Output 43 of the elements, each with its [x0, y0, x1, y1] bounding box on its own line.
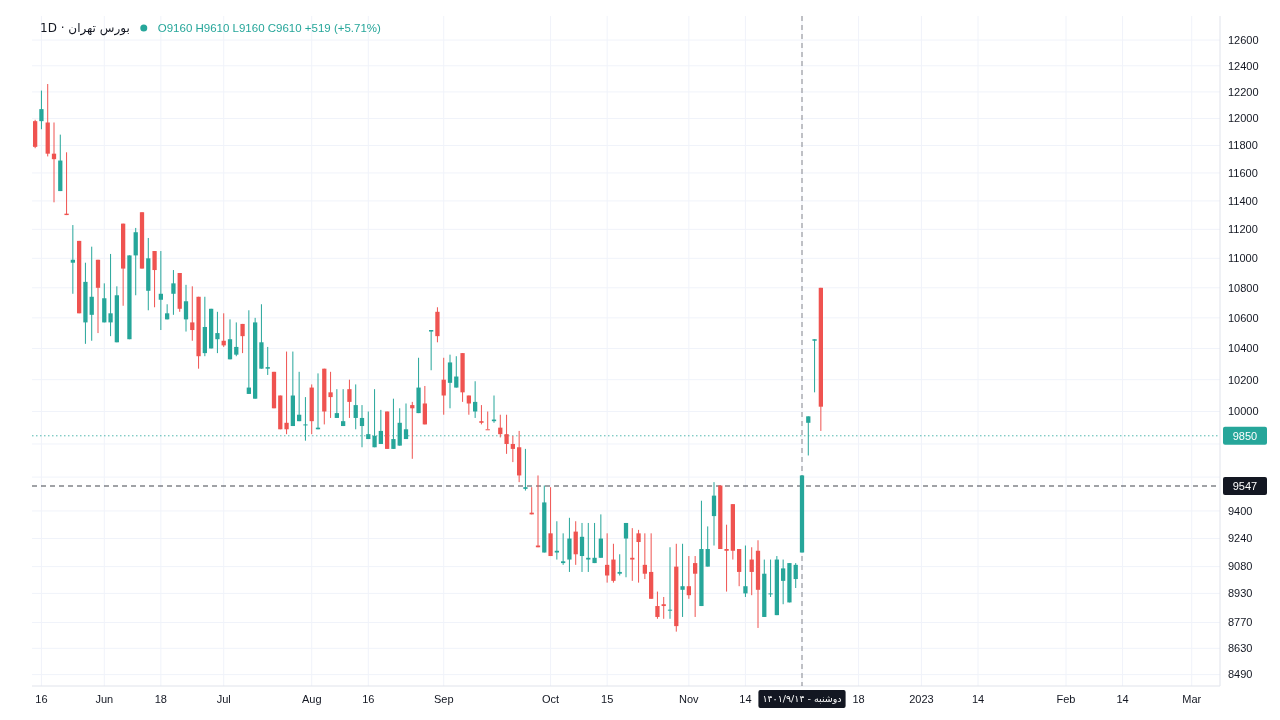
x-tick-label: 15: [601, 693, 614, 705]
x-tick-label: 16: [35, 693, 48, 705]
x-tick-label: Sep: [433, 693, 454, 705]
y-tick-label: 10800: [1228, 281, 1259, 294]
y-tick-label: 12600: [1228, 33, 1259, 46]
y-tick-label: 9240: [1228, 532, 1253, 545]
x-tick-label: Feb: [1056, 693, 1076, 705]
y-tick-label: 11200: [1228, 223, 1258, 236]
x-tick-label: Jul: [216, 693, 231, 705]
x-tick-label: 18: [154, 693, 167, 705]
chart-title: بورس تهران · 1D: [40, 21, 130, 36]
x-tick-label: دوشنبه - ۱۴۰۱/۹/۱۴: [762, 693, 842, 705]
y-tick-label: 11000: [1228, 252, 1258, 265]
x-tick-label: 18: [852, 693, 865, 705]
x-tick-label: 2023: [909, 693, 934, 705]
x-tick-label: 14: [739, 693, 752, 705]
y-tick-label: 8770: [1228, 616, 1253, 629]
y-tick-label: 12000: [1228, 112, 1259, 125]
y-tick-label: 8630: [1228, 642, 1253, 655]
y-tick-label: 12400: [1228, 59, 1259, 72]
x-tick-label: 14: [1116, 693, 1129, 705]
y-tick-label: 10200: [1228, 373, 1259, 386]
y-tick-label: 9400: [1228, 504, 1253, 517]
x-tick-label: Aug: [301, 693, 322, 705]
y-tick-label: 8490: [1228, 668, 1253, 681]
text: O9160 H9610 L9160 C9610 +519 (+5.71%): [157, 22, 382, 34]
y-tick-label: 9080: [1228, 560, 1253, 573]
x-tick-label: Nov: [679, 693, 700, 705]
y-tick-label: 11600: [1228, 166, 1258, 179]
x-tick-label: 14: [971, 693, 985, 705]
x-tick-label: 16: [362, 693, 375, 705]
ref-line-label: 9547: [1232, 479, 1258, 492]
y-tick-label: 11800: [1228, 139, 1258, 152]
x-tick-label: Jun: [95, 693, 114, 705]
y-tick-label: 10000: [1228, 405, 1259, 418]
x-tick-label: Oct: [542, 693, 560, 705]
y-tick-label: 8930: [1228, 587, 1253, 600]
y-tick-label: 10600: [1228, 311, 1259, 324]
ref-line-label: 9850: [1232, 429, 1258, 442]
y-tick-label: 10400: [1228, 342, 1259, 355]
x-tick-label: Mar: [1182, 693, 1202, 705]
y-tick-label: 12200: [1228, 85, 1259, 98]
y-tick-label: 11400: [1228, 194, 1258, 207]
